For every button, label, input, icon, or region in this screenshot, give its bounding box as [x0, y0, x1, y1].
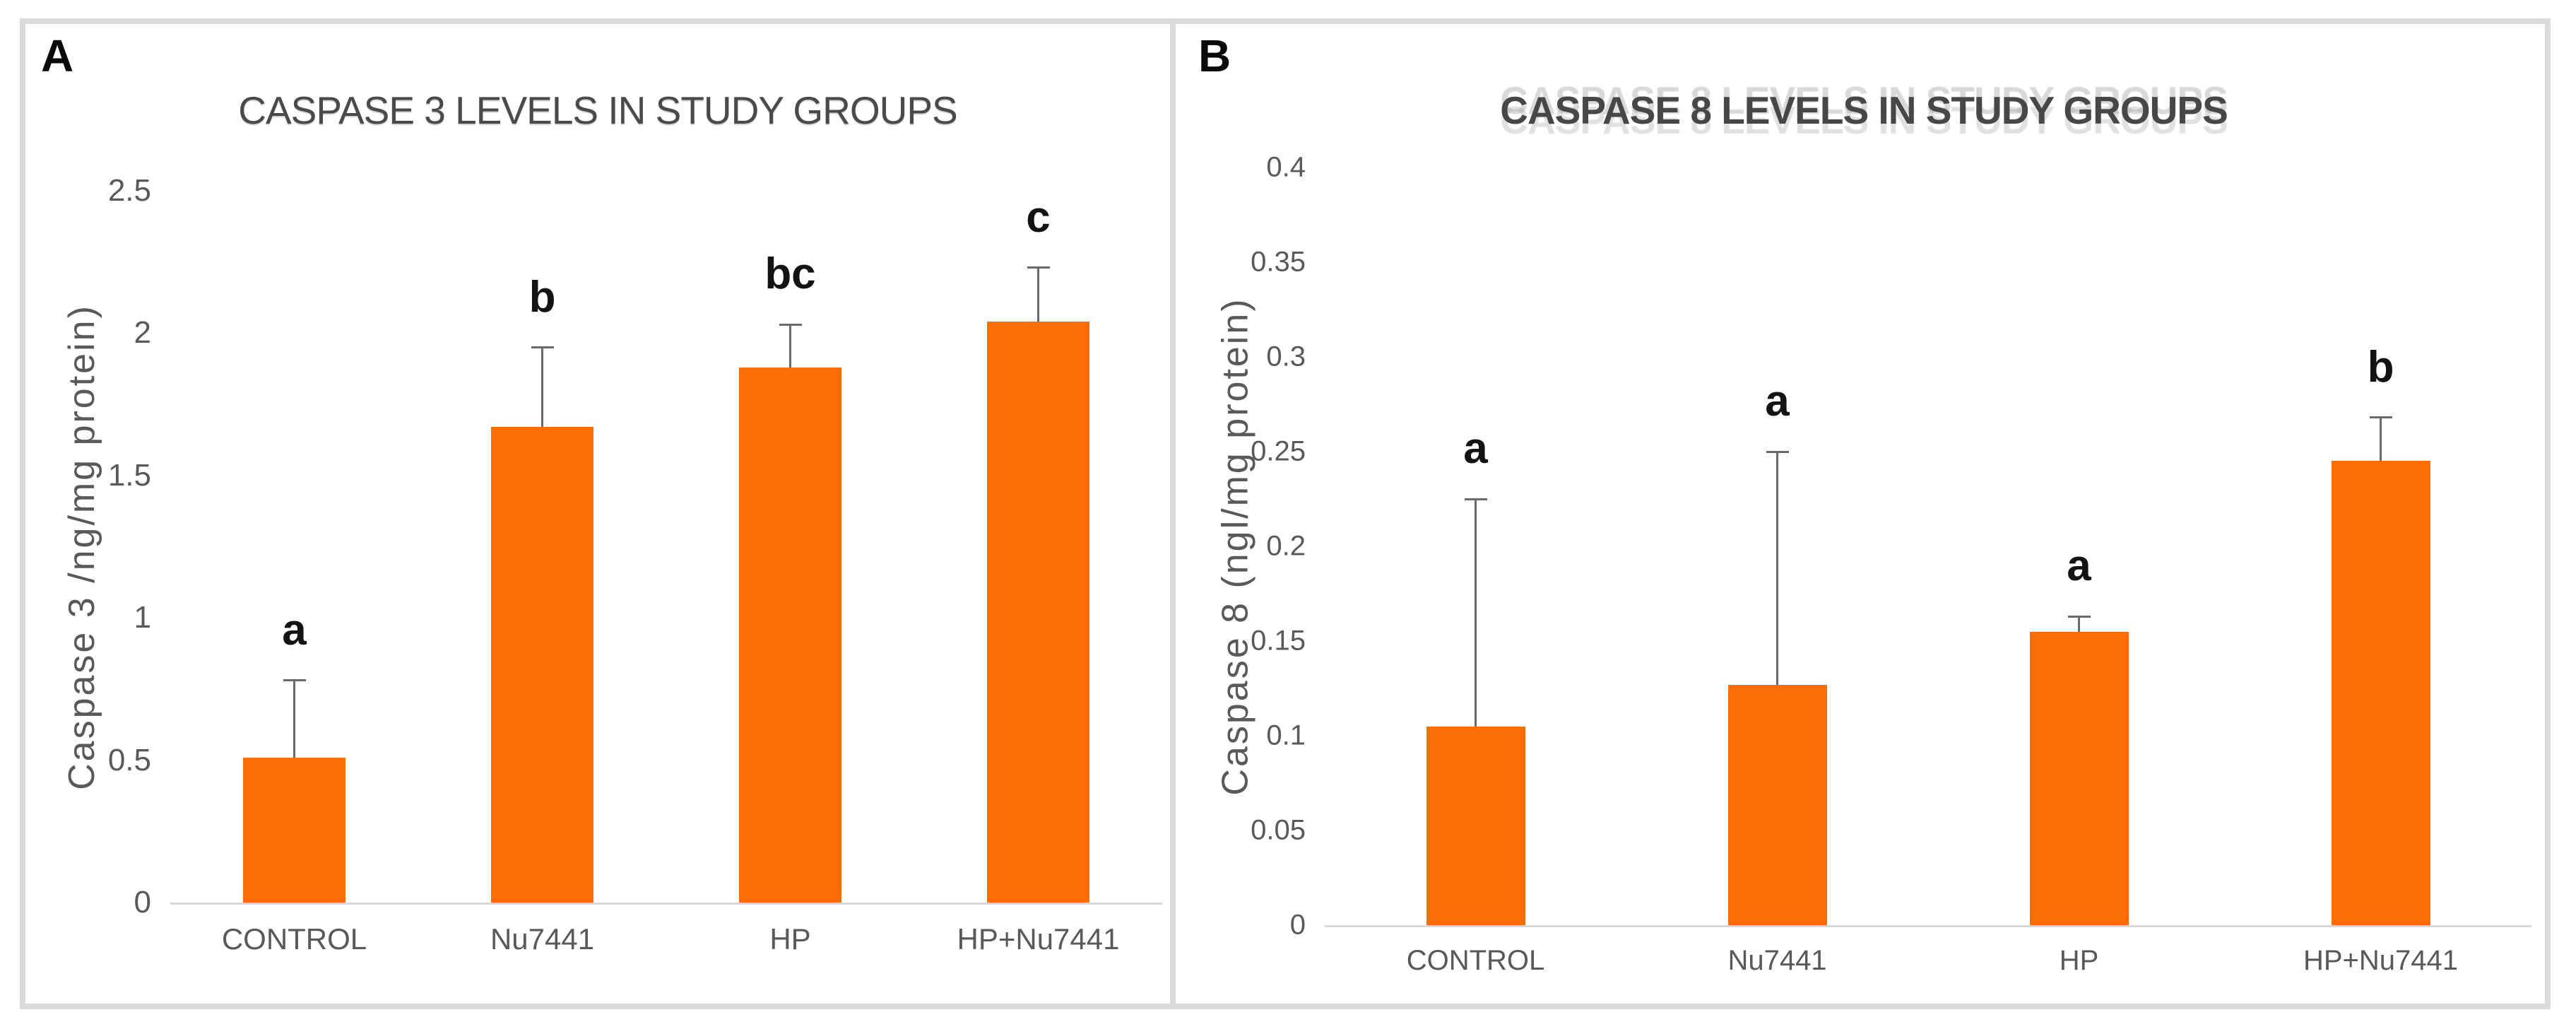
error-bar-cap [1027, 266, 1050, 269]
y-tick-label: 0.15 [1251, 625, 1306, 657]
y-tick-label: 1.5 [107, 457, 151, 493]
figure-frame [20, 18, 2551, 1009]
panel-a-y-axis-title: Caspase 3 /ng/mg protein) [61, 303, 102, 790]
x-tick-label: CONTROL [221, 922, 367, 956]
bar [739, 367, 841, 903]
panel-a-y-axis-title-box: Caspase 3 /ng/mg protein) [29, 191, 135, 903]
panel-b-letter: B [1198, 30, 1231, 81]
panel-b-plot: 0 0.05 0.1 0.15 0.2 0.25 0.3 0.35 0.4 a CONTROL a Nu… [1251, 152, 2531, 976]
panel-a-letter: A [41, 30, 74, 81]
bar [1426, 726, 1525, 925]
error-bar-line [2078, 616, 2080, 632]
significance-letter: b [528, 272, 556, 322]
significance-letter: c [1026, 192, 1051, 242]
panel-a-title: CASPASE 3 LEVELS IN STUDY GROUPS [238, 88, 957, 132]
y-tick-label: 0.1 [1266, 719, 1306, 751]
bar [987, 322, 1089, 903]
significance-letter: b [2367, 342, 2394, 392]
error-bar-cap [779, 323, 802, 326]
bar [2331, 461, 2430, 925]
panel-divider [1170, 18, 1176, 1009]
error-bar-line [789, 324, 791, 368]
significance-letter: a [2067, 541, 2091, 591]
significance-letter: a [1765, 377, 1790, 425]
panel-a-plot: 0 0.5 1 1.5 2 2.5 a CONTROL b Nu7441 bc HP c HP+Nu744… [108, 173, 1162, 956]
panel-b-title: CASPASE 8 LEVELS IN STUDY GROUPS [1500, 88, 2228, 132]
error-bar-cap [2369, 416, 2392, 419]
error-bar-cap [1464, 498, 1487, 500]
y-tick-label: 2 [134, 315, 151, 351]
panel-b: B CASPASE 8 LEVELS IN STUDY GROUPS Caspa… [1177, 25, 2551, 1008]
x-tick-label: Nu7441 [490, 922, 595, 956]
y-tick-label: 0 [1289, 909, 1306, 941]
bar [1727, 684, 1827, 925]
significance-letter: a [282, 605, 307, 654]
bar [491, 427, 593, 903]
x-tick-label: Nu7441 [1727, 945, 1827, 976]
y-tick-label: 2.5 [107, 173, 151, 208]
x-tick-label: HP+Nu7441 [957, 922, 1120, 956]
y-tick-label: 0.25 [1251, 435, 1306, 467]
y-tick-label: 0.3 [1266, 341, 1306, 372]
error-bar-cap [1766, 450, 1789, 453]
x-tick-label: CONTROL [1406, 945, 1545, 976]
y-tick-label: 0.35 [1251, 246, 1306, 278]
error-bar-line [1037, 267, 1039, 322]
error-bar-line [293, 680, 295, 758]
error-bar-cap [283, 679, 306, 682]
x-tick-label: HP [2059, 945, 2099, 976]
x-tick-label: HP+Nu7441 [2303, 945, 2459, 976]
x-tick-label: HP [769, 922, 811, 956]
panel-a: A CASPASE 3 LEVELS IN STUDY GROUPS Caspa… [25, 25, 1170, 1008]
error-bar-line [1776, 452, 1778, 685]
error-bar-cap [2067, 615, 2091, 618]
y-tick-label: 1 [134, 600, 151, 635]
error-bar-line [2380, 417, 2382, 462]
y-tick-label: 0 [134, 885, 151, 920]
error-bar-line [541, 347, 543, 428]
y-tick-label: 0.4 [1266, 151, 1306, 183]
y-tick-label: 0.05 [1251, 814, 1306, 846]
error-bar-cap [531, 346, 554, 349]
error-bar-line [1475, 499, 1477, 727]
y-tick-label: 0.2 [1266, 530, 1306, 562]
significance-letter: bc [764, 249, 816, 299]
y-tick-label: 0.5 [107, 742, 151, 777]
bar [243, 757, 345, 903]
bar [2029, 631, 2129, 925]
significance-letter: a [1463, 424, 1488, 473]
